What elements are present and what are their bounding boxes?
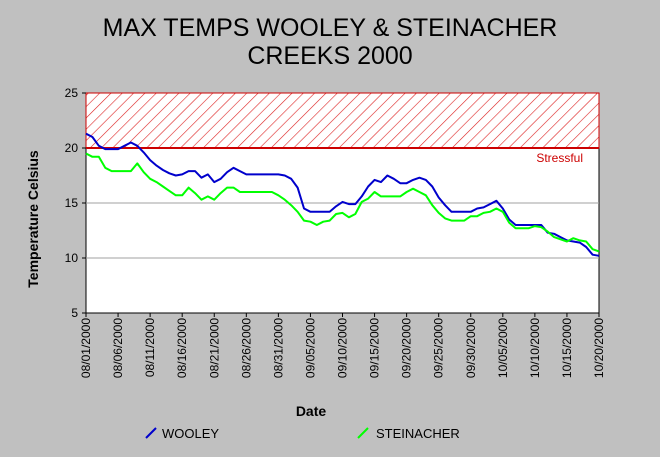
y-tick-label: 15 bbox=[65, 196, 79, 210]
x-tick-label: 09/20/2000 bbox=[400, 318, 414, 378]
y-tick-label: 20 bbox=[65, 141, 79, 155]
x-tick-label: 09/05/2000 bbox=[303, 318, 317, 378]
x-axis-title: Date bbox=[296, 403, 327, 419]
y-tick-label: 25 bbox=[65, 86, 79, 100]
x-tick-label: 10/20/2000 bbox=[592, 318, 606, 378]
stressful-label: Stressful bbox=[536, 151, 583, 165]
chart-title-line-2: CREEKS 2000 bbox=[247, 42, 413, 70]
x-tick-label: 08/26/2000 bbox=[239, 318, 253, 378]
legend-swatch-steinacher bbox=[357, 427, 369, 439]
x-axis-ticks: 08/01/2000 08/06/2000 08/11/2000 08/16/2000… bbox=[79, 313, 606, 378]
series-lines bbox=[85, 132, 600, 257]
y-axis-title: Temperature Celsius bbox=[25, 150, 41, 288]
x-tick-label: 08/11/2000 bbox=[143, 318, 157, 377]
x-tick-label: 10/15/2000 bbox=[560, 318, 574, 378]
x-tick-label: 09/15/2000 bbox=[368, 318, 382, 378]
stressful-zone bbox=[85, 92, 600, 149]
y-tick-label: 10 bbox=[65, 251, 79, 265]
legend-swatch-wooley bbox=[145, 427, 157, 439]
series-line-wooley bbox=[85, 132, 600, 257]
series-line-steinacher bbox=[85, 152, 600, 253]
legend-label-wooley: WOOLEY bbox=[162, 426, 219, 441]
legend: WOOLEY STEINACHER bbox=[145, 426, 460, 441]
legend-label-steinacher: STEINACHER bbox=[376, 426, 460, 441]
x-tick-label: 08/06/2000 bbox=[111, 318, 125, 378]
y-tick-label: 5 bbox=[71, 306, 78, 320]
y-axis-ticks: 5 10 15 20 25 bbox=[65, 86, 86, 320]
chart-title-line-1: MAX TEMPS WOOLEY & STEINACHER bbox=[102, 14, 558, 42]
x-tick-label: 08/31/2000 bbox=[271, 318, 285, 378]
chart-title: MAX TEMPS WOOLEY & STEINACHER CREEKS 200… bbox=[0, 14, 660, 70]
x-tick-label: 09/30/2000 bbox=[464, 318, 478, 378]
x-tick-label: 08/16/2000 bbox=[175, 318, 189, 378]
x-tick-label: 10/05/2000 bbox=[496, 318, 510, 378]
x-tick-label: 09/25/2000 bbox=[432, 318, 446, 378]
x-tick-label: 08/21/2000 bbox=[207, 318, 221, 378]
x-tick-label: 10/10/2000 bbox=[528, 318, 542, 378]
x-tick-label: 08/01/2000 bbox=[79, 318, 93, 378]
x-tick-label: 09/10/2000 bbox=[336, 318, 350, 378]
